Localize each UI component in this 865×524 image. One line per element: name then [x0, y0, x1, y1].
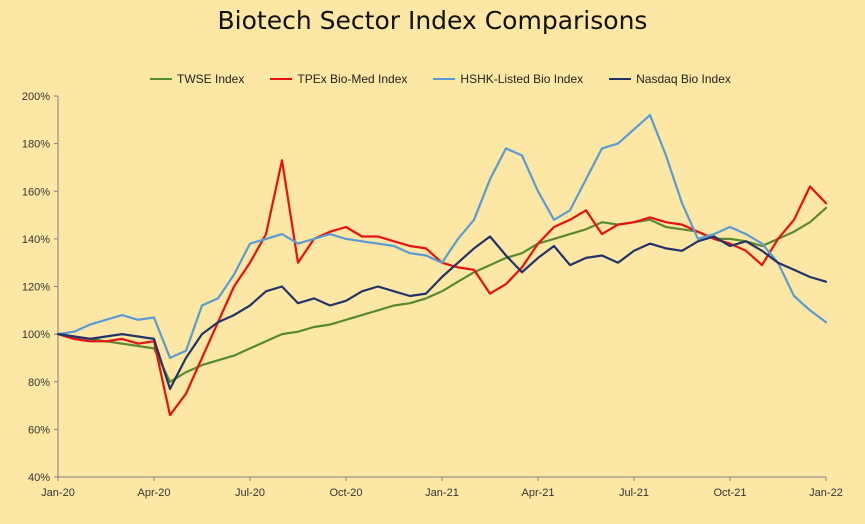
- y-tick-label: 140%: [22, 234, 50, 246]
- legend-swatch-tpex: [270, 78, 293, 80]
- chart-title: Biotech Sector Index Comparisons: [217, 6, 648, 35]
- x-tick-label: Jan-22: [809, 487, 843, 499]
- legend-swatch-hshk: [433, 78, 456, 80]
- x-tick-label: Apr-21: [521, 487, 554, 499]
- legend-item-hshk: HSHK-Listed Bio Index: [433, 72, 583, 86]
- series-line-2: [56, 113, 828, 359]
- y-tick-label: 100%: [22, 329, 50, 341]
- series-line-3: [56, 235, 828, 390]
- legend-label-tpex: TPEx Bio-Med Index: [297, 72, 408, 86]
- x-tick-label: Oct-21: [713, 487, 746, 499]
- legend-label-nasdaq: Nasdaq Bio Index: [636, 72, 731, 86]
- x-tick-label: Apr-20: [137, 487, 170, 499]
- legend-swatch-twse: [150, 78, 172, 80]
- y-tick-label: 200%: [22, 91, 50, 103]
- legend-item-twse: TWSE Index: [150, 72, 244, 86]
- y-tick-label: 160%: [22, 186, 50, 198]
- legend: TWSE Index TPEx Bio-Med Index HSHK-Liste…: [150, 72, 770, 86]
- x-tick-label: Jan-20: [41, 487, 75, 499]
- x-tick-label: Jul-21: [619, 487, 649, 499]
- x-tick-label: Jan-21: [425, 487, 459, 499]
- y-tick-label: 40%: [28, 472, 50, 484]
- legend-label-hshk: HSHK-Listed Bio Index: [460, 72, 584, 86]
- y-tick-label: 60%: [28, 424, 50, 436]
- legend-item-tpex: TPEx Bio-Med Index: [270, 72, 407, 86]
- x-tick-label: Oct-20: [329, 487, 362, 499]
- y-tick-label: 120%: [22, 282, 50, 294]
- legend-label-twse: TWSE Index: [177, 72, 245, 86]
- x-tick-label: Jul-20: [235, 487, 265, 499]
- y-tick-label: 180%: [22, 139, 50, 151]
- legend-item-nasdaq: Nasdaq Bio Index: [609, 72, 731, 86]
- legend-swatch-nasdaq: [609, 78, 632, 80]
- series-line-1: [56, 159, 828, 417]
- y-tick-label: 80%: [28, 377, 50, 389]
